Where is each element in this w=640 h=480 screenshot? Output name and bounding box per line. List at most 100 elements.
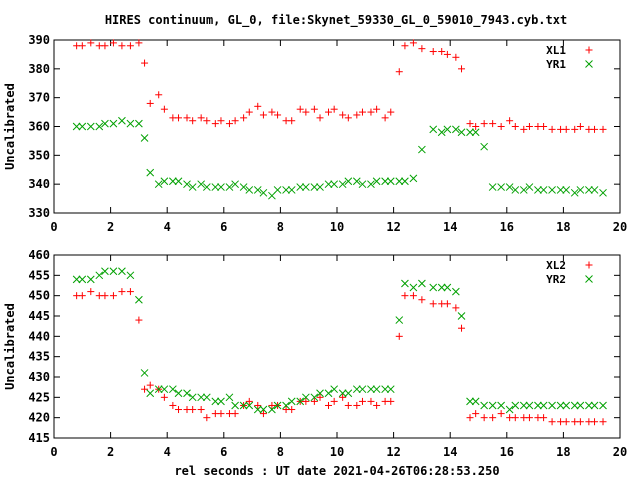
data-point-yr2: [585, 401, 593, 410]
data-point-yr2: [367, 385, 375, 394]
data-point-xl1: [525, 123, 533, 130]
x-axis-label: rel seconds : UT date 2021-04-26T06:28:5…: [174, 464, 499, 478]
data-point-yr1: [245, 186, 254, 194]
series-yr2: [72, 267, 607, 414]
x-tick-label: 8: [277, 445, 284, 459]
data-point-xl2: [395, 332, 403, 340]
data-point-yr1: [217, 183, 225, 191]
data-point-yr1: [174, 177, 183, 186]
data-point-xl1: [259, 111, 267, 119]
data-point-yr2: [395, 316, 404, 324]
data-point-xl1: [548, 125, 556, 133]
data-point-yr2: [253, 405, 262, 414]
y-tick-label: 390: [28, 33, 50, 47]
y-tick-label: 360: [28, 120, 50, 134]
data-point-yr1: [118, 116, 126, 125]
data-point-xl1: [540, 123, 548, 130]
x-tick-label: 0: [50, 445, 57, 459]
data-point-yr1: [452, 125, 460, 134]
data-point-yr2: [126, 271, 135, 280]
data-point-xl1: [358, 108, 366, 116]
data-point-yr2: [525, 401, 534, 410]
chart-title: HIRES continuum, GL_0, file:Skynet_59330…: [105, 13, 567, 28]
data-point-xl1: [344, 114, 352, 122]
y-tick-label: 455: [28, 268, 50, 282]
x-tick-label: 6: [220, 445, 227, 459]
data-point-yr1: [160, 177, 169, 186]
x-tick-label: 4: [164, 220, 171, 234]
data-point-xl1: [599, 125, 607, 133]
data-point-xl1: [109, 39, 117, 47]
data-point-yr2: [95, 271, 104, 280]
data-point-yr1: [95, 122, 104, 131]
y-tick-label: 435: [28, 350, 50, 364]
data-point-yr2: [548, 401, 556, 410]
data-point-yr2: [287, 397, 296, 406]
data-point-xl2: [197, 406, 205, 414]
data-point-xl1: [197, 114, 205, 122]
data-point-yr1: [437, 128, 446, 137]
data-point-xl2: [259, 410, 267, 418]
data-point-xl2: [87, 288, 95, 296]
data-point-yr1: [140, 134, 149, 142]
data-point-yr1: [505, 183, 514, 191]
data-point-xl1: [511, 123, 519, 130]
data-point-xl1: [217, 117, 225, 125]
data-point-xl2: [387, 397, 395, 405]
data-point-xl2: [511, 414, 519, 422]
data-point-xl1: [254, 102, 262, 110]
series-xl1: [73, 39, 607, 133]
data-point-yr2: [418, 279, 426, 288]
data-point-xl2: [135, 316, 143, 324]
data-point-yr1: [344, 177, 353, 186]
data-point-xl2: [146, 381, 154, 389]
data-point-yr2: [409, 283, 418, 292]
data-point-xl1: [240, 114, 248, 122]
y-tick-label: 380: [28, 62, 50, 76]
data-point-xl1: [339, 111, 347, 119]
data-point-yr1: [570, 188, 579, 197]
data-point-xl1: [472, 123, 480, 130]
data-point-yr2: [457, 312, 466, 320]
x-tick-label: 14: [443, 445, 457, 459]
data-point-yr1: [296, 183, 305, 191]
y-tick-label: 440: [28, 329, 50, 343]
data-point-xl2: [325, 401, 333, 409]
data-point-yr2: [273, 401, 282, 410]
data-point-xl1: [591, 125, 599, 133]
y-tick-label: 415: [28, 431, 50, 445]
data-point-xl1: [302, 108, 310, 116]
data-point-xl1: [101, 42, 109, 50]
data-point-yr1: [367, 180, 375, 189]
data-point-yr2: [452, 287, 460, 296]
data-point-yr1: [525, 183, 534, 191]
data-point-yr2: [259, 405, 268, 414]
x-tick-label: 18: [556, 445, 570, 459]
y-tick-label: 340: [28, 177, 50, 191]
plot-frame: [53, 254, 621, 439]
data-point-yr1: [562, 186, 571, 194]
data-point-yr1: [225, 183, 234, 191]
data-point-yr2: [352, 385, 361, 394]
data-point-xl1: [480, 120, 488, 128]
data-point-yr1: [488, 183, 497, 191]
data-point-xl1: [401, 42, 409, 50]
bottom-panel: 415 420 425 430 435 440 445 450 455 460 0 2 4 6 8 10 12 1…: [3, 248, 627, 459]
data-point-yr2: [211, 397, 220, 406]
data-point-xl2: [169, 401, 177, 409]
x-tick-label: 10: [330, 445, 344, 459]
data-point-xl1: [189, 117, 197, 125]
data-point-yr2: [174, 389, 183, 398]
series-yr1: [72, 116, 607, 200]
data-point-xl2: [254, 401, 262, 409]
data-point-yr2: [225, 393, 234, 402]
x-tick-label: 6: [220, 220, 227, 234]
data-point-yr1: [480, 142, 489, 151]
data-point-xl2: [540, 414, 548, 422]
data-point-yr2: [539, 401, 548, 410]
data-point-yr2: [231, 401, 239, 410]
x-tick-label: 2: [107, 445, 114, 459]
data-point-yr1: [202, 183, 211, 191]
data-point-yr1: [197, 180, 206, 189]
